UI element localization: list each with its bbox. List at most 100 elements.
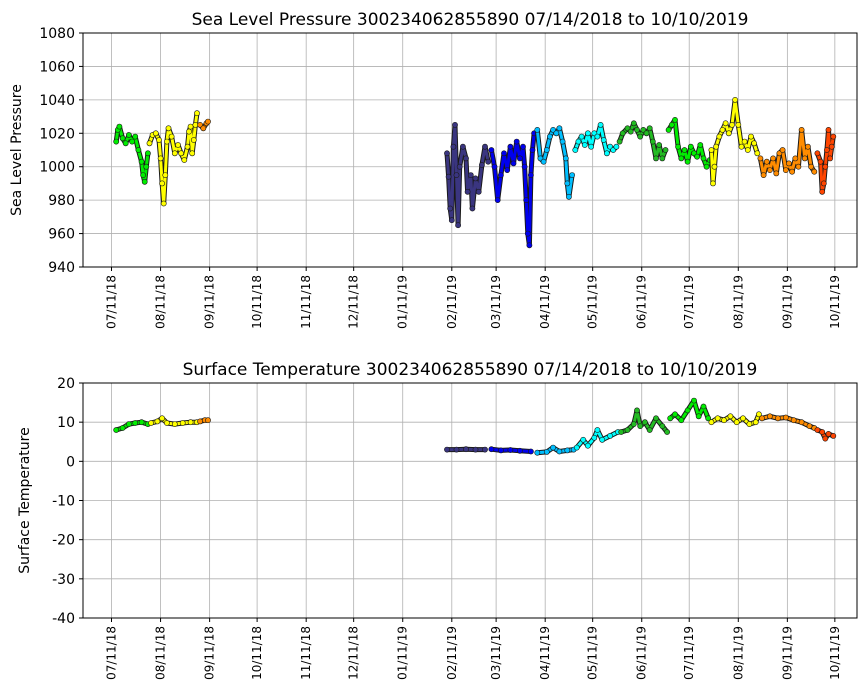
- data-point: [675, 143, 681, 150]
- y-tick-label: -30: [52, 572, 75, 588]
- data-point: [205, 118, 211, 125]
- data-point: [501, 150, 507, 157]
- data-point: [735, 122, 742, 128]
- data-point: [464, 188, 471, 195]
- data-point: [467, 172, 474, 178]
- data-point: [517, 447, 523, 454]
- data-point: [822, 163, 829, 170]
- x-tick-label: 10/11/19: [828, 626, 842, 680]
- series-line: [445, 123, 490, 227]
- x-tick-label: 01/11/19: [396, 275, 410, 329]
- data-point: [154, 418, 161, 425]
- data-point: [469, 205, 476, 212]
- data-series: [667, 397, 712, 424]
- data-point: [175, 142, 181, 148]
- data-point: [472, 446, 479, 453]
- data-point: [143, 163, 150, 170]
- data-point: [200, 125, 207, 132]
- data-point: [599, 436, 606, 443]
- data-point: [119, 425, 126, 431]
- data-series: [757, 126, 818, 178]
- data-point: [190, 137, 197, 143]
- data-point: [744, 147, 751, 153]
- data-point: [711, 163, 718, 170]
- data-point: [759, 415, 765, 422]
- data-point: [649, 138, 656, 145]
- y-tick-label: 1060: [39, 59, 75, 75]
- data-series: [616, 120, 669, 162]
- data-point: [627, 128, 634, 135]
- data-series: [113, 123, 151, 185]
- data-point: [159, 415, 165, 422]
- data-point: [656, 142, 662, 148]
- y-tick-label: -10: [52, 494, 75, 510]
- data-point: [540, 158, 547, 165]
- data-point: [697, 142, 704, 148]
- x-tick-label: 07/11/18: [104, 275, 118, 329]
- data-point: [129, 138, 135, 145]
- data-point: [714, 415, 721, 422]
- data-point: [678, 155, 685, 162]
- data-point: [485, 158, 492, 165]
- y-tick-label: -40: [52, 611, 75, 627]
- data-point: [141, 178, 148, 185]
- data-point: [189, 150, 196, 157]
- data-point: [637, 133, 644, 140]
- data-point: [543, 448, 550, 455]
- series-line: [619, 408, 669, 434]
- plot-frame: [82, 32, 858, 268]
- y-tick-label: -20: [52, 533, 75, 549]
- data-point: [585, 130, 591, 137]
- y-tick-label: 1080: [39, 26, 75, 42]
- y-tick-label: 1000: [39, 160, 75, 176]
- data-point: [488, 446, 495, 453]
- data-point: [138, 419, 145, 426]
- data-point: [607, 432, 613, 439]
- data-point: [822, 435, 829, 442]
- data-point: [186, 128, 192, 135]
- data-point: [811, 168, 818, 175]
- x-tick-label: 06/11/19: [635, 275, 649, 329]
- data-point: [820, 180, 827, 187]
- data-point: [524, 230, 531, 237]
- data-point: [478, 162, 485, 168]
- data-point: [556, 448, 563, 455]
- data-point: [721, 417, 727, 424]
- data-point: [824, 147, 830, 153]
- data-point: [825, 430, 832, 437]
- data-point: [187, 123, 194, 130]
- data-point: [616, 138, 623, 145]
- data-point: [634, 126, 640, 133]
- data-point: [463, 446, 469, 453]
- data-point: [528, 448, 534, 455]
- data-point: [741, 138, 748, 145]
- x-tick-label: 05/11/19: [586, 275, 600, 329]
- data-point: [125, 132, 132, 138]
- y-tick-label: 10: [57, 415, 75, 431]
- data-point: [543, 147, 550, 153]
- data-point: [594, 427, 601, 433]
- data-point: [600, 137, 607, 143]
- data-point: [700, 403, 707, 410]
- data-point: [165, 125, 172, 132]
- data-point: [497, 172, 504, 178]
- data-point: [773, 170, 780, 177]
- data-point: [719, 126, 726, 133]
- data-point: [779, 147, 786, 153]
- data-point: [578, 133, 585, 140]
- data-point: [534, 449, 541, 456]
- data-point: [790, 417, 797, 424]
- data-point: [491, 163, 498, 170]
- data-point: [550, 444, 556, 451]
- data-point: [830, 432, 837, 439]
- data-point: [624, 427, 631, 433]
- data-point: [450, 143, 457, 150]
- data-point: [716, 133, 723, 140]
- data-point: [523, 197, 530, 203]
- data-point: [665, 126, 672, 133]
- data-series: [488, 130, 537, 249]
- data-point: [521, 163, 528, 170]
- data-point: [708, 419, 715, 426]
- data-point: [144, 150, 151, 157]
- data-point: [740, 415, 746, 422]
